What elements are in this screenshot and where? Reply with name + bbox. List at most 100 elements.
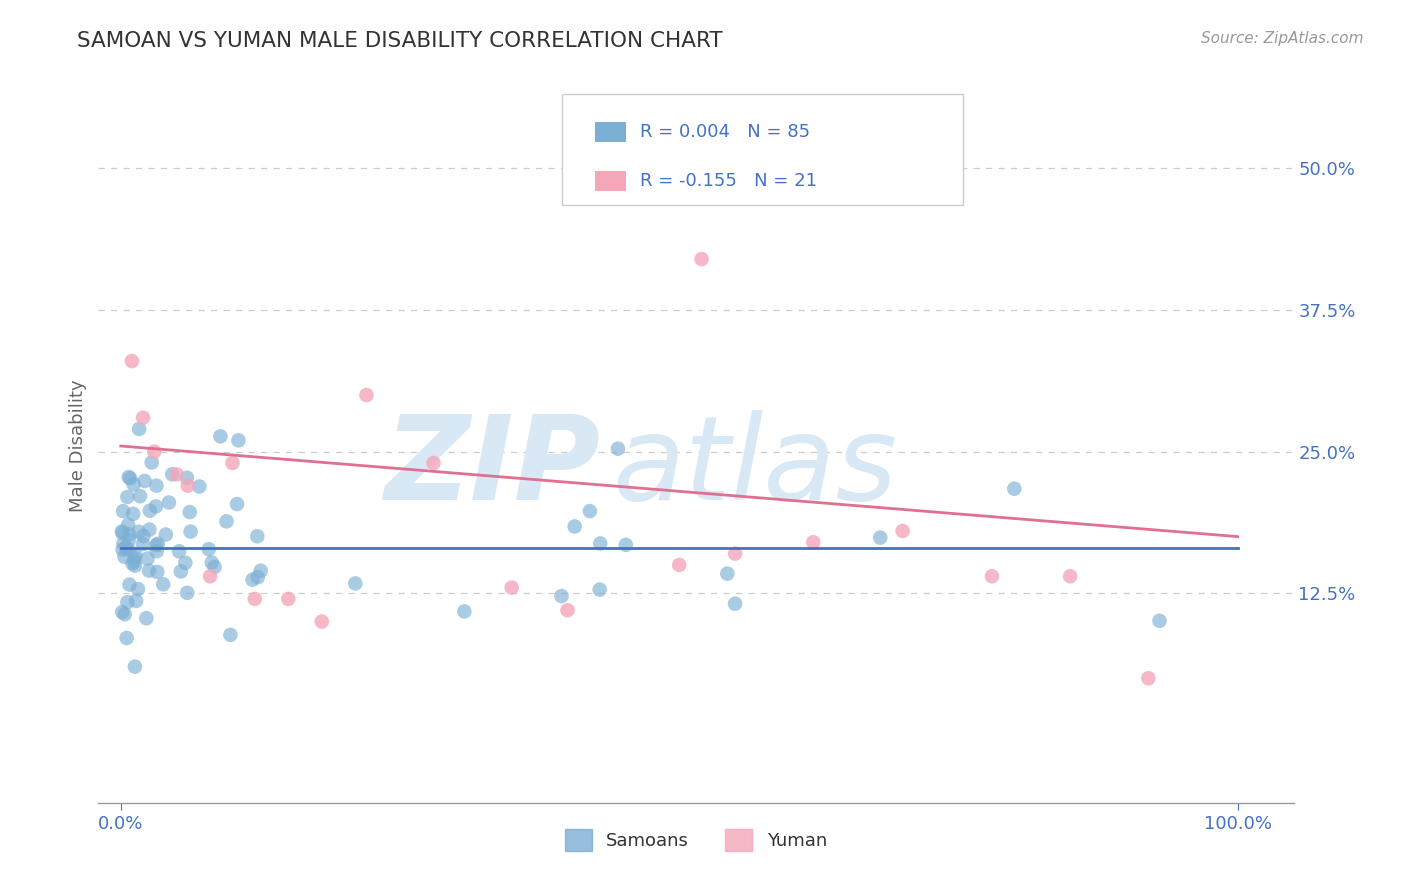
Point — [422, 456, 444, 470]
Point — [122, 477, 145, 491]
Point — [243, 591, 266, 606]
Point — [177, 478, 200, 492]
Point — [188, 479, 211, 493]
Point — [117, 542, 139, 557]
Point — [122, 550, 145, 565]
Point — [176, 471, 198, 485]
Point — [981, 569, 1004, 583]
Point — [128, 524, 150, 539]
Point — [242, 573, 264, 587]
Point — [453, 604, 475, 618]
Point — [246, 570, 269, 584]
Point — [125, 594, 148, 608]
Point — [157, 495, 180, 509]
Point — [215, 514, 238, 528]
Point — [117, 490, 139, 504]
Point — [115, 541, 138, 555]
Point — [128, 422, 150, 436]
Point — [118, 470, 141, 484]
Point — [145, 478, 167, 492]
Point — [204, 560, 226, 574]
Point — [221, 456, 243, 470]
Point — [198, 569, 221, 583]
Point — [174, 556, 197, 570]
Point — [579, 504, 602, 518]
Point — [122, 507, 145, 521]
Point — [139, 504, 162, 518]
Point — [117, 517, 139, 532]
Point — [891, 524, 914, 538]
Point — [138, 523, 160, 537]
Point — [155, 527, 177, 541]
Text: R = -0.155   N = 21: R = -0.155 N = 21 — [640, 172, 817, 190]
Point — [589, 536, 612, 550]
Point — [124, 548, 146, 562]
Point — [112, 504, 135, 518]
Point — [550, 589, 572, 603]
Point — [249, 564, 271, 578]
Point — [277, 591, 299, 606]
Point — [869, 531, 891, 545]
Point — [138, 564, 160, 578]
Point — [145, 538, 167, 552]
Point — [121, 557, 143, 571]
Point — [132, 529, 155, 543]
Point — [111, 542, 134, 557]
Point — [724, 547, 747, 561]
Point — [1137, 671, 1160, 685]
Point — [124, 558, 146, 573]
Point — [170, 565, 193, 579]
Point — [111, 526, 134, 541]
Point — [112, 536, 135, 550]
Point — [180, 524, 202, 539]
Point — [1149, 614, 1171, 628]
Point — [127, 582, 149, 596]
Point — [160, 467, 183, 482]
Point — [146, 565, 169, 579]
Point — [201, 556, 224, 570]
Point — [129, 489, 152, 503]
Point — [209, 429, 232, 443]
Point — [246, 529, 269, 543]
Point — [145, 500, 167, 514]
Point — [607, 442, 630, 456]
Point — [801, 535, 824, 549]
Point — [120, 471, 142, 485]
Point — [143, 444, 166, 458]
Point — [311, 615, 333, 629]
Point — [564, 519, 586, 533]
Point — [716, 566, 738, 581]
Point — [146, 537, 169, 551]
Point — [122, 554, 145, 568]
Text: Source: ZipAtlas.com: Source: ZipAtlas.com — [1201, 31, 1364, 46]
Point — [501, 581, 523, 595]
Point — [198, 542, 221, 557]
Point — [219, 628, 242, 642]
Legend: Samoans, Yuman: Samoans, Yuman — [558, 822, 834, 858]
Point — [135, 611, 157, 625]
Point — [117, 595, 139, 609]
Point — [166, 467, 188, 482]
Point — [132, 410, 155, 425]
Point — [1002, 482, 1025, 496]
Point — [132, 537, 155, 551]
Point — [111, 524, 134, 539]
Point — [112, 549, 135, 564]
Point — [145, 544, 167, 558]
Point — [179, 505, 201, 519]
Point — [118, 533, 141, 547]
Point — [724, 597, 747, 611]
Point — [668, 558, 690, 572]
Text: atlas: atlas — [613, 410, 897, 524]
Point — [111, 605, 134, 619]
Point — [589, 582, 612, 597]
Point — [121, 354, 143, 368]
Point — [136, 551, 159, 566]
Point — [118, 527, 141, 541]
Point — [167, 544, 190, 558]
Point — [141, 455, 163, 469]
Y-axis label: Male Disability: Male Disability — [69, 380, 87, 512]
Point — [614, 538, 637, 552]
Point — [356, 388, 378, 402]
Point — [690, 252, 713, 266]
